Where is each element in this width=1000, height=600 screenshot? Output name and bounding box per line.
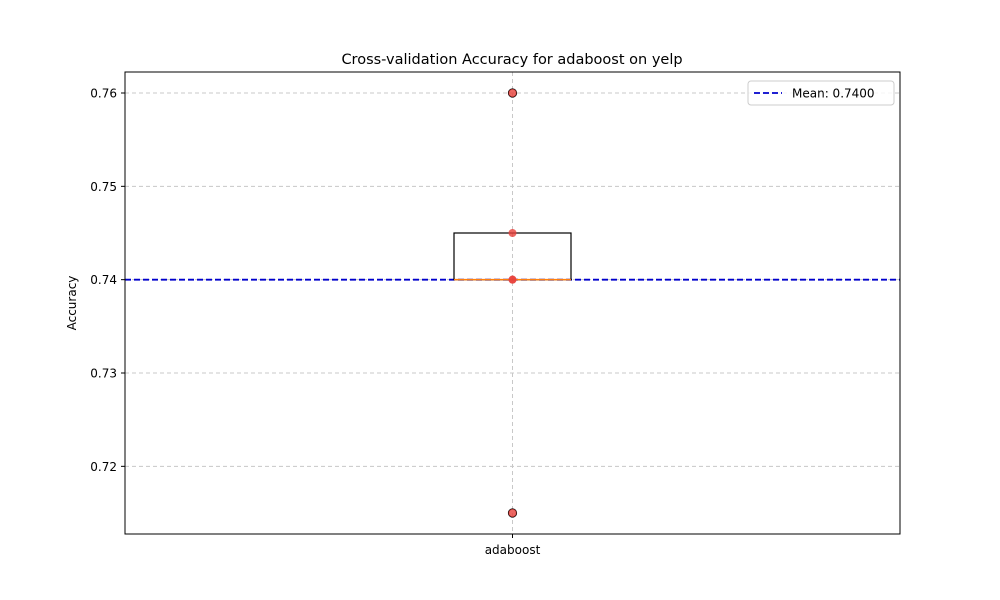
legend-box bbox=[747, 80, 895, 106]
y-tick-label: 0.75 bbox=[90, 180, 117, 194]
y-tick-label: 0.74 bbox=[90, 273, 117, 287]
data-point bbox=[508, 509, 517, 517]
legend: Mean: 0.7400 bbox=[747, 80, 895, 106]
x-axis: adaboost bbox=[485, 534, 541, 557]
data-point bbox=[508, 275, 517, 284]
x-tick-label: adaboost bbox=[485, 543, 541, 557]
y-axis: 0.72 0.73 0.74 0.75 0.76 bbox=[90, 87, 125, 474]
data-point bbox=[508, 229, 517, 237]
y-tick-label: 0.76 bbox=[90, 87, 117, 101]
chart-title: Cross-validation Accuracy for adaboost o… bbox=[341, 52, 682, 68]
y-axis-label: Accuracy bbox=[65, 276, 79, 331]
data-points bbox=[507, 88, 518, 518]
y-tick-label: 0.72 bbox=[90, 460, 117, 474]
y-tick-label: 0.73 bbox=[90, 367, 117, 381]
legend-mean-label: Mean: 0.7400 bbox=[792, 87, 875, 101]
data-point bbox=[508, 89, 517, 97]
